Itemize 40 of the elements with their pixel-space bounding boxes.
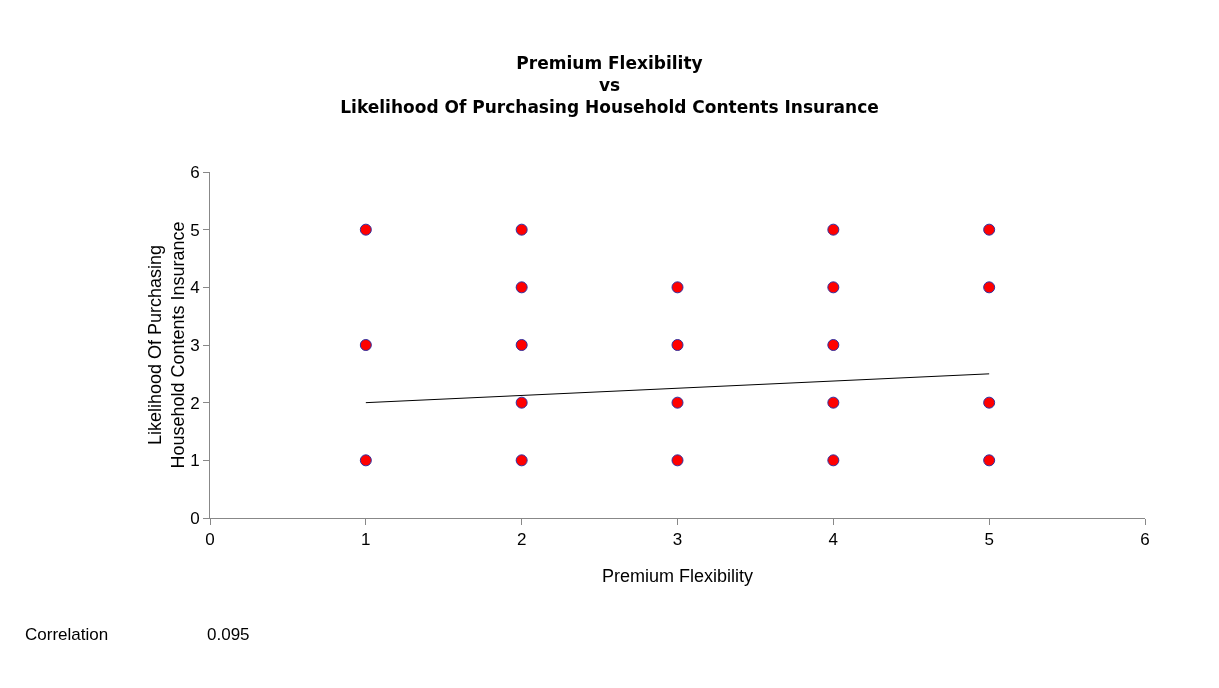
point — [515, 454, 528, 467]
point — [515, 223, 528, 236]
y-tick-label: 6 — [190, 162, 200, 182]
point — [983, 223, 996, 236]
point — [827, 339, 840, 351]
point — [827, 454, 840, 467]
point — [359, 454, 372, 467]
x-tick-label: 6 — [1140, 530, 1150, 550]
y-tick-label: 2 — [190, 393, 200, 413]
x-tick-label: 0 — [205, 530, 215, 550]
text: 0.095 — [207, 625, 250, 644]
x-tick-label: 2 — [516, 530, 527, 550]
point — [515, 339, 528, 351]
point — [827, 396, 840, 409]
point — [983, 281, 996, 294]
x-tick-label: 4 — [828, 530, 839, 550]
point — [983, 454, 996, 467]
chart-title: Premium Flexibility vs Likelihood Of Purchasing Household Contents Insurance — [340, 52, 879, 117]
y-axis-title: Likelihood Of Purchasing Household Contents Insurance — [144, 221, 189, 469]
x-axis-title: Premium Flexibility — [601, 566, 754, 586]
point — [671, 281, 684, 294]
y-tick-label: 1 — [190, 451, 200, 471]
y-tick-label: 0 — [190, 508, 200, 528]
point — [515, 281, 528, 294]
x-tick-label: 1 — [361, 530, 371, 550]
point — [671, 339, 684, 351]
point — [671, 454, 684, 467]
x-tick-label: 3 — [672, 530, 683, 550]
y-tick-label: 5 — [190, 220, 200, 240]
point — [359, 223, 372, 236]
y-tick-label: 3 — [190, 335, 200, 355]
point — [671, 396, 684, 409]
text: Correlation — [25, 625, 109, 644]
point — [983, 396, 996, 409]
x-tick-label: 5 — [984, 530, 994, 550]
point — [827, 223, 840, 236]
point — [827, 281, 840, 294]
point — [359, 339, 372, 351]
point — [515, 396, 528, 409]
y-tick-label: 4 — [190, 278, 200, 298]
